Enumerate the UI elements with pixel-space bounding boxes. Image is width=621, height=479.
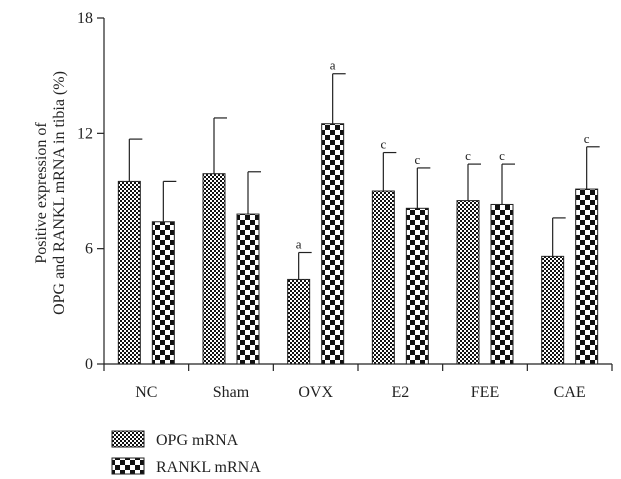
- significance-label: c: [584, 131, 590, 146]
- bar-rankl: [151, 221, 175, 365]
- x-tick-label: NC: [135, 384, 157, 401]
- bar-opg: [456, 200, 480, 365]
- bar-opg: [117, 180, 141, 365]
- bar-rankl: [490, 203, 514, 365]
- y-axis-label-line-1: Positive expression of: [33, 122, 50, 264]
- bars-layer: a c c a c c c: [117, 58, 600, 365]
- bar-opg: [371, 190, 395, 365]
- x-tick-label: Sham: [213, 384, 250, 401]
- bar-rankl: [405, 207, 429, 365]
- y-axis: 0 6 12 18: [77, 10, 105, 373]
- legend-swatch-opg: [111, 430, 145, 448]
- x-tick-label: OVX: [298, 384, 333, 401]
- bar-rankl: [575, 188, 599, 365]
- significance-label: c: [414, 152, 420, 167]
- bar-opg: [202, 173, 226, 365]
- y-tick-label: 12: [77, 125, 93, 142]
- y-axis-label-line-2: OPG and RANKL mRNA in tibia (%): [51, 71, 68, 315]
- x-tick-label: FEE: [471, 384, 499, 401]
- bar-opg: [287, 278, 311, 365]
- significance-label: c: [465, 148, 471, 163]
- legend-label-rankl: RANKL mRNA: [156, 459, 261, 476]
- y-axis-label: Positive expression of OPG and RANKL mRN…: [33, 71, 68, 315]
- x-tick-label: E2: [391, 384, 409, 401]
- legend-label-opg: OPG mRNA: [156, 432, 239, 449]
- legend-swatch-rankl: [111, 457, 145, 475]
- legend: OPG mRNA RANKL mRNA: [111, 430, 261, 476]
- x-tick-label: CAE: [554, 384, 586, 401]
- significance-label: c: [380, 137, 386, 152]
- bar-rankl: [321, 123, 345, 365]
- bar-rankl: [236, 213, 260, 365]
- y-tick-label: 0: [85, 356, 93, 373]
- significance-label: c: [499, 148, 505, 163]
- significance-label: a: [296, 237, 302, 252]
- significance-label: a: [330, 58, 336, 73]
- y-tick-label: 18: [77, 10, 93, 27]
- x-axis: NC Sham OVX E2 FEE CAE: [103, 363, 613, 401]
- bar-opg: [541, 255, 565, 365]
- y-tick-label: 6: [85, 241, 93, 258]
